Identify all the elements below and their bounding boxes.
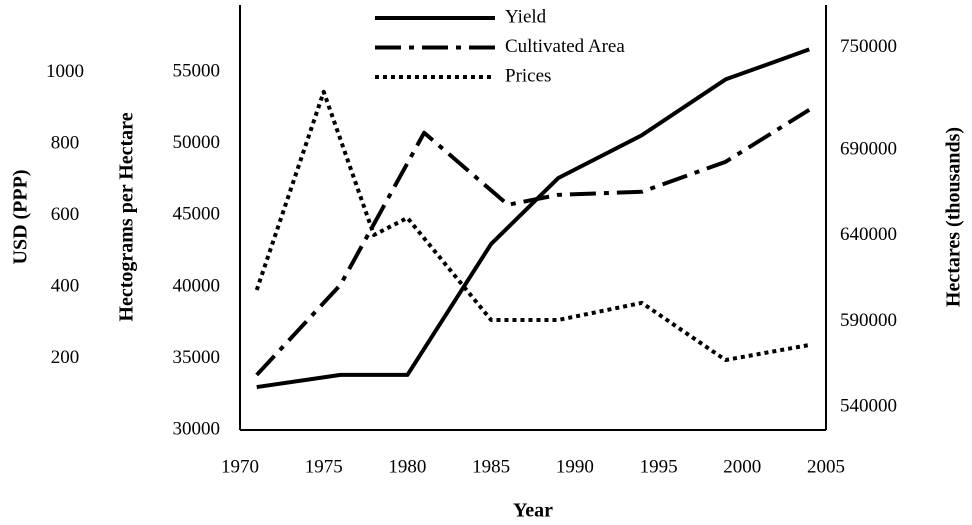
x-tick-label: 1990 — [556, 456, 594, 477]
y-tick-label: 30000 — [173, 418, 221, 439]
y-tick-label: 400 — [51, 276, 80, 297]
y-axis-label: Hectograms per Hectare — [116, 112, 138, 321]
y-tick-label: 590000 — [840, 310, 897, 331]
y-tick-label: 800 — [51, 133, 80, 154]
y-tick-label: 55000 — [173, 61, 221, 82]
y-tick-label: 750000 — [840, 36, 897, 57]
line-series — [256, 47, 810, 390]
y-tick-label: 600 — [51, 204, 80, 225]
x-tick-label: 1995 — [640, 456, 678, 477]
y-tick-label: 50000 — [173, 132, 221, 153]
x-tick-label: 2000 — [723, 456, 761, 477]
line-series — [254, 89, 810, 362]
y-tick-label: 690000 — [840, 139, 897, 160]
y-tick-label: 200 — [51, 347, 80, 368]
legend-label: Prices — [505, 65, 551, 86]
y-tick-label: 540000 — [840, 395, 897, 416]
y-axis-label: Hectares (thousands) — [943, 127, 965, 307]
y-tick-label: 35000 — [173, 347, 221, 368]
y-tick-label: 45000 — [173, 204, 221, 225]
x-tick-label: 1970 — [221, 456, 259, 477]
legend-label: Yield — [505, 6, 547, 27]
y-tick-label: 1000 — [46, 61, 84, 82]
x-tick-label: 1985 — [472, 456, 510, 477]
x-tick-label: 1975 — [305, 456, 343, 477]
legend-label: Cultivated Area — [505, 36, 625, 57]
x-tick-label: 2005 — [807, 456, 845, 477]
x-axis-label: Year — [513, 500, 553, 522]
x-tick-label: 1980 — [388, 456, 426, 477]
y-axis-label: USD (PPP) — [10, 170, 32, 265]
y-tick-label: 40000 — [173, 275, 221, 296]
line-series — [255, 108, 811, 377]
y-tick-label: 640000 — [840, 224, 897, 245]
